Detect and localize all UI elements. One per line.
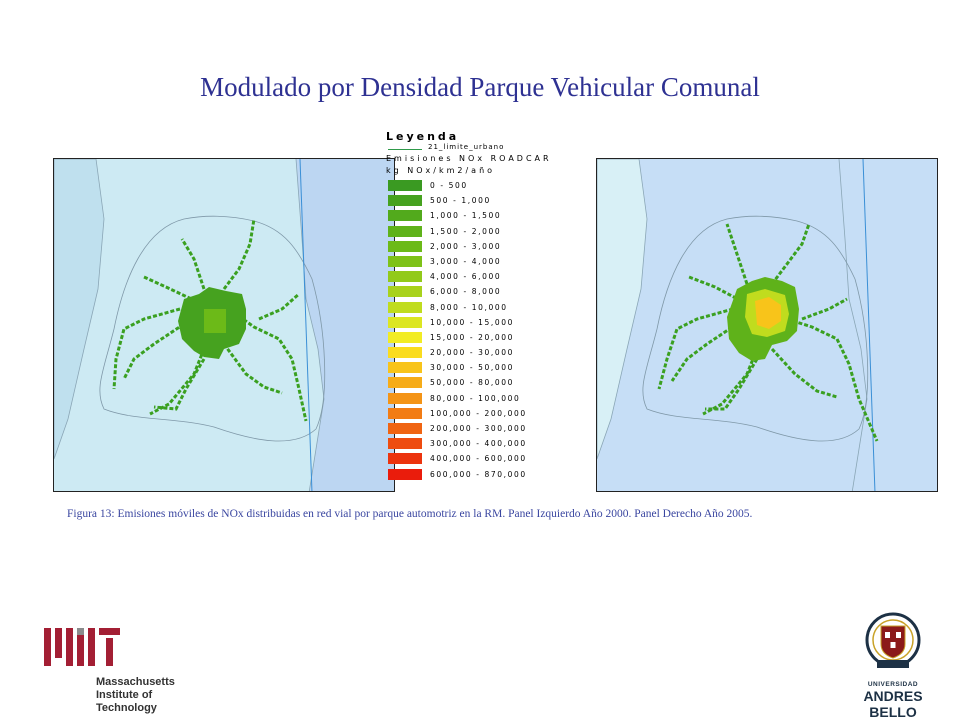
legend-swatch bbox=[388, 392, 422, 404]
legend-swatch bbox=[388, 301, 422, 313]
legend-item: 8,000 - 10,000 bbox=[386, 301, 596, 316]
urban-center-right bbox=[755, 297, 781, 329]
legend-swatch bbox=[388, 423, 422, 434]
legend-item-label: 2,000 - 3,000 bbox=[430, 241, 502, 251]
legend-line-row: 21_limite_urbano bbox=[386, 143, 596, 154]
legend-swatch bbox=[388, 438, 422, 450]
mit-name-line-2: Institute of bbox=[96, 689, 153, 701]
mit-name-line-1: Massachusetts bbox=[96, 676, 175, 688]
legend-item: 1,000 - 1,500 bbox=[386, 209, 596, 224]
figure-caption: Figura 13: Emisiones móviles de NOx dist… bbox=[67, 508, 753, 520]
legend-item-label: 1,000 - 1,500 bbox=[430, 211, 502, 221]
mit-name-line-3: Technology bbox=[96, 702, 157, 714]
legend-item: 6,000 - 8,000 bbox=[386, 285, 596, 300]
legend-item-label: 300,000 - 400,000 bbox=[430, 439, 527, 449]
map-right-canvas bbox=[597, 159, 879, 491]
legend-item-label: 4,000 - 6,000 bbox=[430, 272, 502, 282]
legend-item-label: 20,000 - 30,000 bbox=[430, 348, 514, 358]
legend-item: 500 - 1,000 bbox=[386, 194, 596, 209]
ocean-area-left bbox=[54, 159, 105, 460]
legend-swatch bbox=[388, 180, 422, 191]
legend-line-label: 21_limite_urbano bbox=[428, 143, 505, 151]
legend-swatch bbox=[388, 210, 422, 222]
map-legend: Leyenda 21_limite_urbano Emisiones NOx R… bbox=[386, 130, 596, 483]
legend-item: 30,000 - 50,000 bbox=[386, 361, 596, 376]
unab-name-big: ANDRES BELLO bbox=[863, 688, 923, 720]
legend-subtitle-2: kg NOx/km2/año bbox=[386, 166, 496, 175]
legend-item-label: 10,000 - 15,000 bbox=[430, 317, 514, 327]
legend-swatch bbox=[388, 286, 422, 298]
legend-swatch bbox=[388, 331, 422, 343]
legend-item-label: 15,000 - 20,000 bbox=[430, 332, 514, 342]
unab-seal-icon bbox=[865, 612, 921, 668]
legend-swatch bbox=[388, 316, 422, 328]
legend-item-label: 6,000 - 8,000 bbox=[430, 287, 502, 297]
legend-item: 100,000 - 200,000 bbox=[386, 407, 596, 422]
region-boundary-left bbox=[295, 159, 325, 491]
unab-logo: UNIVERSIDAD ANDRES BELLO bbox=[848, 610, 938, 720]
legend-swatch bbox=[388, 453, 422, 465]
legend-item: 80,000 - 100,000 bbox=[386, 392, 596, 407]
legend-swatch bbox=[388, 468, 422, 480]
legend-item-label: 100,000 - 200,000 bbox=[430, 408, 527, 418]
legend-subtitle-1: Emisiones NOx ROADCAR bbox=[386, 154, 552, 163]
legend-line-symbol bbox=[388, 149, 422, 150]
legend-item-label: 50,000 - 80,000 bbox=[430, 378, 514, 388]
legend-item: 400,000 - 600,000 bbox=[386, 452, 596, 467]
legend-swatch bbox=[388, 225, 422, 237]
urban-center-left bbox=[204, 309, 226, 333]
page-title: Modulado por Densidad Parque Vehicular C… bbox=[200, 72, 760, 102]
mit-name: Massachusetts Institute of Technology bbox=[96, 676, 175, 715]
legend-swatch bbox=[388, 255, 422, 267]
road-network-left bbox=[112, 218, 308, 422]
legend-item: 0 - 500 bbox=[386, 179, 596, 194]
mit-logo-icon bbox=[44, 628, 120, 666]
legend-item: 10,000 - 15,000 bbox=[386, 316, 596, 331]
legend-item-label: 1,500 - 2,000 bbox=[430, 226, 502, 236]
legend-swatch bbox=[388, 195, 422, 207]
legend-item: 600,000 - 870,000 bbox=[386, 468, 596, 483]
meridian-line-right bbox=[862, 159, 876, 491]
legend-item: 3,000 - 4,000 bbox=[386, 255, 596, 270]
sea-strip-left bbox=[296, 159, 394, 491]
legend-items: 0 - 500 500 - 1,000 1,000 - 1,500 1,500 - 2… bbox=[386, 179, 596, 483]
map-panel-right bbox=[596, 158, 938, 492]
map-panel-left bbox=[53, 158, 395, 492]
legend-item-label: 8,000 - 10,000 bbox=[430, 302, 508, 312]
legend-item-label: 3,000 - 4,000 bbox=[430, 256, 502, 266]
legend-swatch bbox=[388, 362, 422, 374]
map-left-canvas bbox=[54, 159, 394, 491]
meridian-line-left bbox=[299, 159, 313, 491]
legend-item: 50,000 - 80,000 bbox=[386, 376, 596, 391]
legend-item: 20,000 - 30,000 bbox=[386, 346, 596, 361]
legend-item-label: 200,000 - 300,000 bbox=[430, 424, 527, 433]
legend-item-label: 80,000 - 100,000 bbox=[430, 393, 521, 403]
basin-boundary-left bbox=[99, 215, 326, 442]
legend-item: 1,500 - 2,000 bbox=[386, 225, 596, 240]
region-boundary-right bbox=[838, 159, 868, 491]
legend-item: 2,000 - 3,000 bbox=[386, 240, 596, 255]
legend-item: 200,000 - 300,000 bbox=[386, 422, 596, 437]
legend-item-label: 500 - 1,000 bbox=[430, 196, 491, 206]
legend-title: Leyenda bbox=[386, 130, 460, 143]
basin-boundary-right bbox=[642, 215, 869, 442]
legend-item-label: 600,000 - 870,000 bbox=[430, 469, 527, 479]
unab-name-small: UNIVERSIDAD bbox=[867, 681, 919, 688]
legend-swatch bbox=[388, 407, 422, 419]
legend-item: 300,000 - 400,000 bbox=[386, 437, 596, 452]
legend-item: 4,000 - 6,000 bbox=[386, 270, 596, 285]
legend-item-label: 400,000 - 600,000 bbox=[430, 454, 527, 464]
legend-item: 15,000 - 20,000 bbox=[386, 331, 596, 346]
legend-swatch bbox=[388, 271, 422, 283]
legend-item-label: 30,000 - 50,000 bbox=[430, 363, 514, 373]
legend-swatch bbox=[388, 240, 422, 252]
legend-swatch bbox=[388, 347, 422, 359]
legend-swatch bbox=[388, 377, 422, 389]
legend-item-label: 0 - 500 bbox=[430, 181, 468, 190]
ocean-area-right bbox=[597, 159, 648, 460]
